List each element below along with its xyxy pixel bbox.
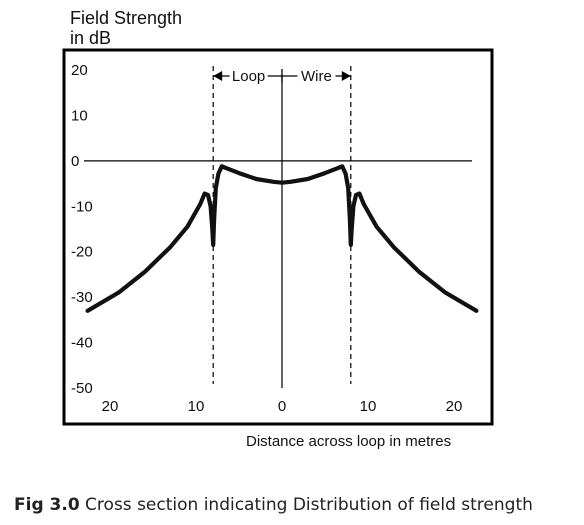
- y-tick-label: 0: [71, 153, 79, 170]
- annotation-arrow-right: [341, 71, 351, 81]
- x-tick-label: 20: [102, 398, 119, 415]
- y-tick-labels: 20 10 0 -10 -20 -30 -40 -50: [71, 62, 93, 397]
- figure-caption-label: Fig 3.0: [14, 495, 80, 515]
- figure-caption: Fig 3.0 Cross section indicating Distrib…: [14, 495, 533, 515]
- annotation-arrow-left: [213, 71, 223, 81]
- y-tick-label: 20: [71, 62, 88, 79]
- plot-frame: [62, 48, 494, 426]
- y-tick-label: -20: [71, 244, 93, 261]
- y-tick-label: 10: [71, 107, 88, 124]
- field-strength-chart: Field Strength in dB 20 10 0 -10 -20 -30 -40 -5…: [62, 8, 494, 450]
- x-tick-label: 0: [278, 398, 286, 415]
- figure-caption-text: Cross section indicating Distribution of…: [79, 495, 533, 515]
- y-axis-title-line-2: in dB: [70, 28, 111, 48]
- y-tick-label: -40: [71, 335, 93, 352]
- y-tick-label: -50: [71, 380, 93, 397]
- x-tick-label: 10: [188, 398, 205, 415]
- x-tick-label: 20: [446, 398, 463, 415]
- loop-wire-annotation: Loop Wire: [213, 67, 351, 85]
- annotation-wire-label: Wire: [301, 68, 332, 85]
- annotation-label-mask-left: [229, 67, 268, 85]
- y-axis-title-line-1: Field Strength: [70, 8, 182, 28]
- annotation-label-mask-right: [297, 67, 336, 85]
- annotation-loop-label: Loop: [232, 68, 265, 85]
- x-tick-labels: 20 10 0 10 20: [102, 398, 463, 415]
- x-axis-title: Distance across loop in metres: [246, 433, 451, 450]
- y-tick-label: -10: [71, 198, 93, 215]
- field-strength-curve: [85, 164, 479, 313]
- y-tick-label: -30: [71, 289, 93, 306]
- x-tick-label: 10: [360, 398, 377, 415]
